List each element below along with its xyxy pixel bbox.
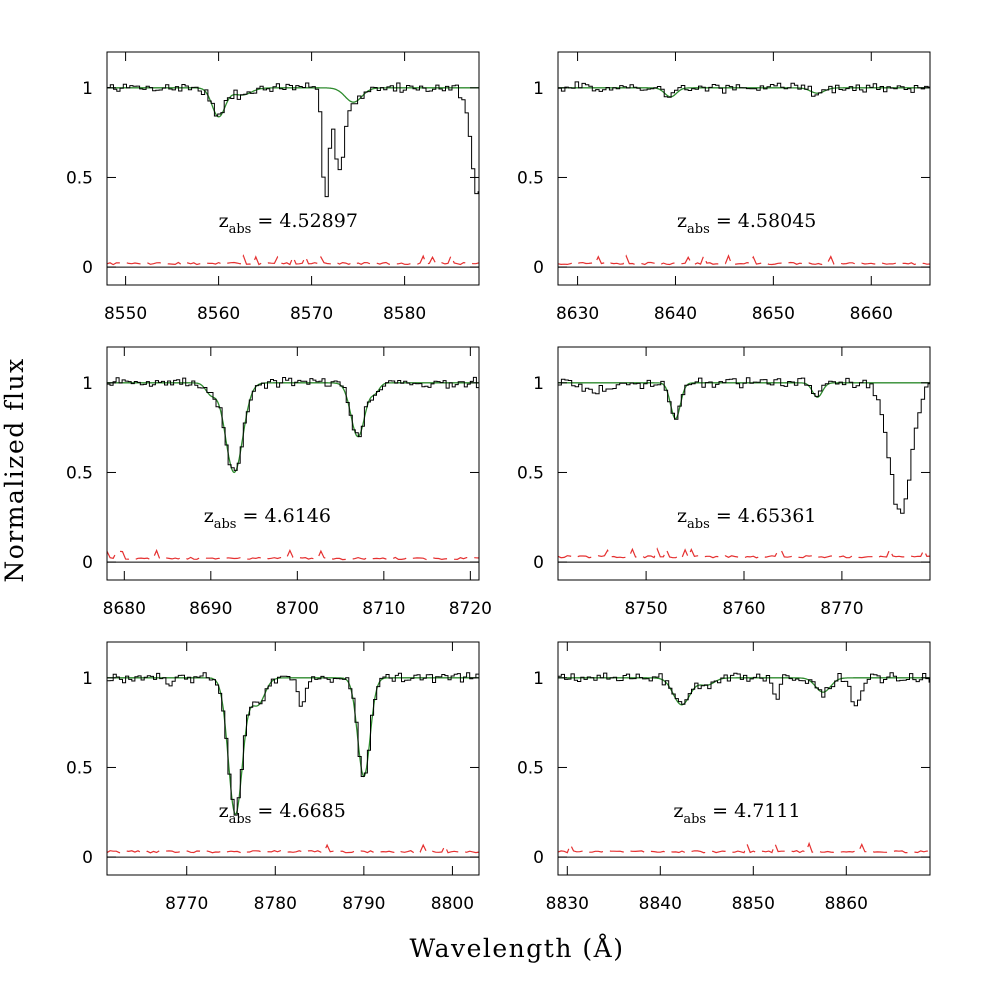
panel-frame [557,51,931,286]
redshift-label: zabs = 4.52897 [219,210,358,237]
x-tick-label: 8580 [383,304,426,324]
error-spectrum [558,547,930,559]
x-tick-label: 8790 [342,894,385,914]
redshift-label: zabs = 4.7111 [673,800,800,827]
x-tick-label: 8710 [362,599,405,619]
observed-spectrum [107,376,479,471]
y-tick-label: 0 [533,258,544,278]
x-tick-label: 8830 [546,894,589,914]
x-tick-label: 8860 [825,894,868,914]
y-tick-label: 0 [82,553,93,573]
model-profile [107,677,479,816]
error-spectrum [107,254,479,266]
x-tick-label: 8660 [850,304,893,324]
x-tick-label: 8770 [820,599,863,619]
spectrum-panel-6: 8830 8840 8850 8860 0 0.5 1 zabs = 4.7111 [517,641,931,914]
y-tick-label: 0.5 [66,463,93,483]
spectrum-panel-3: 8680 8690 8700 8710 8720 0 0.5 1 zabs = 4.6146 [66,346,492,619]
model-profile [107,382,479,474]
observed-spectrum [558,81,930,98]
y-tick-label: 1 [82,79,93,99]
y-tick-label: 0 [533,553,544,573]
model-profile [107,87,479,118]
observed-spectrum [107,82,479,198]
x-tick-label: 8750 [624,599,667,619]
y-tick-label: 1 [533,669,544,689]
y-tick-label: 1 [82,669,93,689]
panel-frame [106,51,480,286]
x-tick-label: 8690 [189,599,232,619]
redshift-label: zabs = 4.6146 [204,505,331,532]
x-tick-label: 8560 [197,304,240,324]
x-tick-label: 8850 [732,894,775,914]
y-tick-label: 0.5 [66,168,93,188]
model-profile [558,677,930,706]
redshift-label: zabs = 4.58045 [677,210,816,237]
panel-frame [106,641,480,876]
y-tick-label: 1 [533,79,544,99]
error-spectrum [558,841,930,854]
spectrum-panel-1: 8550 8560 8570 8580 0 0.5 1 zabs = 4.52897 [66,51,480,324]
y-tick-label: 0.5 [517,463,544,483]
y-axis-title: Normalized flux [0,357,29,582]
x-tick-label: 8700 [276,599,319,619]
observed-spectrum [558,672,930,707]
x-axis-title: Wavelength (Å) [410,933,625,963]
redshift-label: zabs = 4.65361 [677,505,816,532]
x-tick-label: 8550 [104,304,147,324]
y-tick-label: 0.5 [517,758,544,778]
y-tick-label: 0 [82,848,93,868]
error-spectrum [107,843,479,854]
x-tick-label: 8840 [639,894,682,914]
error-spectrum [558,254,930,266]
y-tick-label: 0.5 [517,168,544,188]
spectrum-panel-4: 8750 8760 8770 0 0.5 1 zabs = 4.65361 [517,346,931,619]
observed-spectrum [107,672,479,816]
x-tick-label: 8800 [431,894,474,914]
panel-frame [557,346,931,581]
x-tick-label: 8570 [290,304,333,324]
x-tick-label: 8780 [254,894,297,914]
model-profile [558,87,930,98]
y-tick-label: 0 [533,848,544,868]
panel-frame [106,346,480,581]
x-tick-label: 8720 [449,599,492,619]
error-spectrum [107,548,479,561]
y-tick-label: 1 [82,374,93,394]
y-tick-label: 1 [533,374,544,394]
x-tick-label: 8770 [165,894,208,914]
x-tick-label: 8680 [103,599,146,619]
x-tick-label: 8760 [722,599,765,619]
panel-frame [557,641,931,876]
x-tick-label: 8640 [654,304,697,324]
x-tick-label: 8650 [752,304,795,324]
x-tick-label: 8630 [556,304,599,324]
observed-spectrum [558,377,930,514]
y-tick-label: 0.5 [66,758,93,778]
y-tick-label: 0 [82,258,93,278]
spectrum-panel-2: 8630 8640 8650 8660 0 0.5 1 zabs = 4.58045 [517,51,931,324]
